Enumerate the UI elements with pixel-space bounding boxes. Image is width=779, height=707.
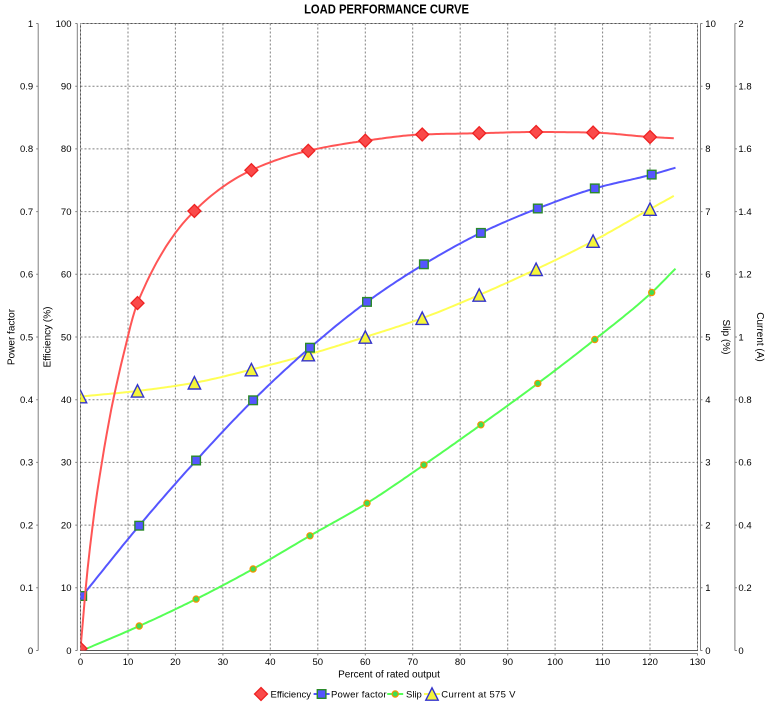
svg-text:0.9: 0.9 <box>20 82 33 93</box>
svg-text:8: 8 <box>705 144 710 155</box>
svg-text:9: 9 <box>705 82 710 93</box>
svg-text:1: 1 <box>705 583 710 594</box>
svg-text:6: 6 <box>705 270 710 281</box>
svg-text:80: 80 <box>61 144 72 155</box>
svg-text:Slip (%): Slip (%) <box>720 319 731 354</box>
svg-text:40: 40 <box>265 657 276 668</box>
svg-text:Current at 575 V: Current at 575 V <box>441 690 516 701</box>
svg-text:1.2: 1.2 <box>738 270 751 281</box>
svg-text:50: 50 <box>313 657 324 668</box>
svg-text:2: 2 <box>705 520 710 531</box>
svg-text:4: 4 <box>705 395 710 406</box>
svg-text:10: 10 <box>61 583 72 594</box>
svg-text:0.2: 0.2 <box>738 583 751 594</box>
svg-text:90: 90 <box>502 657 513 668</box>
svg-text:Slip: Slip <box>406 690 422 701</box>
svg-text:7: 7 <box>705 207 710 218</box>
svg-text:0: 0 <box>78 657 83 668</box>
svg-text:60: 60 <box>61 270 72 281</box>
svg-text:30: 30 <box>218 657 229 668</box>
svg-text:Current (A): Current (A) <box>754 312 765 361</box>
svg-text:5: 5 <box>705 332 710 343</box>
svg-text:0.6: 0.6 <box>738 458 751 469</box>
svg-text:1.4: 1.4 <box>738 207 751 218</box>
svg-text:0.7: 0.7 <box>20 207 33 218</box>
svg-text:40: 40 <box>61 395 72 406</box>
svg-text:0: 0 <box>66 646 71 657</box>
svg-text:0.8: 0.8 <box>738 395 751 406</box>
svg-text:70: 70 <box>407 657 418 668</box>
svg-text:2: 2 <box>738 19 743 30</box>
svg-text:120: 120 <box>642 657 658 668</box>
svg-text:Power factor: Power factor <box>7 308 18 365</box>
svg-text:20: 20 <box>170 657 181 668</box>
svg-text:3: 3 <box>705 458 710 469</box>
svg-text:LOAD PERFORMANCE CURVE: LOAD PERFORMANCE CURVE <box>304 2 469 17</box>
svg-text:Efficiency (%): Efficiency (%) <box>43 307 54 368</box>
svg-text:130: 130 <box>690 657 706 668</box>
svg-text:0.3: 0.3 <box>20 458 33 469</box>
svg-text:20: 20 <box>61 520 72 531</box>
svg-text:0: 0 <box>28 646 33 657</box>
svg-text:0.5: 0.5 <box>20 332 33 343</box>
svg-text:10: 10 <box>705 19 716 30</box>
svg-text:Percent of rated output: Percent of rated output <box>338 670 440 681</box>
svg-text:1.6: 1.6 <box>738 144 751 155</box>
svg-text:0.2: 0.2 <box>20 520 33 531</box>
svg-text:0.6: 0.6 <box>20 270 33 281</box>
svg-text:0.1: 0.1 <box>20 583 33 594</box>
svg-text:0: 0 <box>738 646 743 657</box>
svg-text:10: 10 <box>123 657 134 668</box>
svg-text:60: 60 <box>360 657 371 668</box>
svg-text:0.4: 0.4 <box>738 520 751 531</box>
svg-text:30: 30 <box>61 458 72 469</box>
svg-text:100: 100 <box>547 657 563 668</box>
svg-text:Efficiency: Efficiency <box>271 690 312 701</box>
svg-text:1: 1 <box>738 332 743 343</box>
svg-text:50: 50 <box>61 332 72 343</box>
svg-text:110: 110 <box>595 657 610 668</box>
svg-text:90: 90 <box>61 82 72 93</box>
svg-text:0: 0 <box>705 646 710 657</box>
svg-text:1: 1 <box>28 19 33 30</box>
svg-text:70: 70 <box>61 207 72 218</box>
svg-text:Power factor: Power factor <box>331 690 387 701</box>
svg-text:0.8: 0.8 <box>20 144 33 155</box>
svg-text:80: 80 <box>455 657 466 668</box>
svg-text:0.4: 0.4 <box>20 395 33 406</box>
svg-text:1.8: 1.8 <box>738 82 751 93</box>
svg-text:100: 100 <box>56 19 72 30</box>
